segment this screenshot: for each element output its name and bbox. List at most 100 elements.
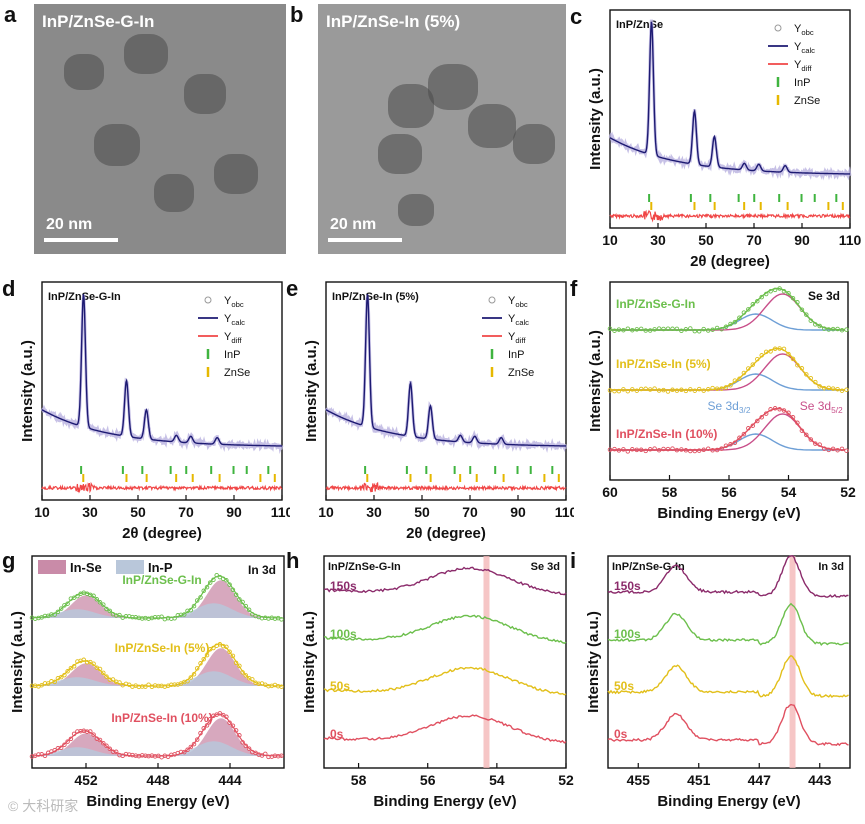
observed-point [191,672,197,677]
observed-point [665,446,671,452]
chart-i: 455 451 447 443 Binding Energy (eV) Intensity… [570,548,851,810]
x-tick-label: 444 [218,772,242,788]
observed-point [741,431,747,437]
panel-letter: i [570,548,576,573]
panel-letter: f [570,276,578,301]
x-axis-label: Binding Energy (eV) [657,793,800,810]
fit-envelope [610,287,845,331]
observed-point [839,446,845,452]
legend-marker [488,296,496,304]
x-tick-label: 447 [748,772,772,788]
scale-bar-b [328,238,402,242]
x-axis-label: Binding Energy (eV) [657,505,800,522]
observed-point [661,326,666,332]
chart-c: 10 30 50 70 90 110 2θ (degree) Intensity (a.u.)… [570,4,862,270]
x-tick-label: 56 [420,772,436,788]
observed-point [185,747,190,753]
observed-point [790,295,796,301]
nanocrystal [398,194,434,226]
observed-point [204,652,210,658]
observed-point [104,743,109,749]
tem-caption-b: InP/ZnSe-In (5%) [326,12,461,31]
chart-d: 10 30 50 70 90 110 2θ (degree) Intensity (a.u.)… [2,276,290,542]
legend-swatch [116,560,144,574]
depth-profile-series [324,614,567,644]
nanocrystal [94,124,140,166]
observed-point [786,351,791,357]
series-label: InP/ZnSe-In (5%) [115,641,210,655]
observed-point [194,737,200,742]
observed-point [97,600,103,605]
observed-point [755,298,760,304]
x-tick-label: 10 [318,504,334,520]
component-label: Se 3d3/2 [707,399,750,415]
observed-point [237,597,242,602]
observed-point [808,437,814,442]
observed-point [191,741,197,747]
calculated-series [41,293,283,447]
series-label: 0s [614,727,628,741]
depth-profile-series [607,654,849,698]
legend-label: Ycalc [224,313,245,327]
scale-bar-a [44,238,118,242]
in-p-component [32,603,284,618]
observed-point [207,580,213,585]
y-axis-label: Intensity (a.u.) [301,611,318,713]
chart-g: 452 448 444 Binding Energy (eV) Intensity (a… [2,548,285,810]
legend-label: Ydiff [224,331,242,345]
watermark: © 大科研家 [8,798,79,814]
observed-point [91,732,96,737]
plot-frame [323,555,567,769]
nanocrystal [468,104,516,148]
legend-label: InP [508,349,525,361]
observed-point [696,386,702,392]
observed-point [638,326,644,332]
x-tick-label: 90 [510,504,526,520]
depth-profile-series [323,566,567,596]
observed-point [804,312,809,317]
observed-point [799,307,805,312]
observed-point [224,578,229,583]
observed-point [786,290,791,296]
x-tick-label: 52 [840,484,856,500]
depth-profile-series [607,554,849,598]
nanocrystal [184,74,226,114]
observed-point [246,607,252,613]
nanocrystal [513,124,555,164]
scale-label-b: 20 nm [330,216,377,233]
panel-letter: e [286,276,298,301]
x-tick-label: 110 [555,504,574,520]
legend-label: InP [794,77,811,89]
x-tick-label: 30 [82,504,98,520]
difference-series [41,481,283,494]
observed-point [732,319,738,325]
observed-point [612,446,617,452]
calculated-series [609,21,851,175]
series-label: 100s [330,627,357,641]
series-label: InP/ZnSe-G-In [616,297,695,311]
x-tick-label: 90 [226,504,242,520]
nanocrystal [428,64,478,110]
observed-point [243,673,249,678]
chart-e: 10 30 50 70 90 110 2θ (degree) Intensity (a.u.)… [286,276,574,542]
nanocrystal [124,34,168,74]
observed-point [790,356,796,362]
x-axis-label: 2θ (degree) [690,253,770,270]
nanocrystal [154,174,194,212]
tem-image-b: InP/ZnSe-In (5%) 20 nm [318,4,566,254]
observed-point [97,737,103,743]
series-label: 100s [614,627,641,641]
x-axis-label: Binding Energy (eV) [86,793,229,810]
panel-letter: c [570,4,582,29]
legend-label: Yobc [508,295,528,309]
legend-label: InP [224,349,241,361]
reference-marker [483,556,490,768]
observed-point [101,602,106,607]
series-label: 150s [330,579,357,593]
observed-point [714,447,720,453]
observed-point [616,388,622,394]
plot-frame [31,555,285,769]
plot-frame [325,281,567,501]
x-tick-label: 50 [414,504,430,520]
y-axis-label: Intensity (a.u.) [585,611,602,713]
